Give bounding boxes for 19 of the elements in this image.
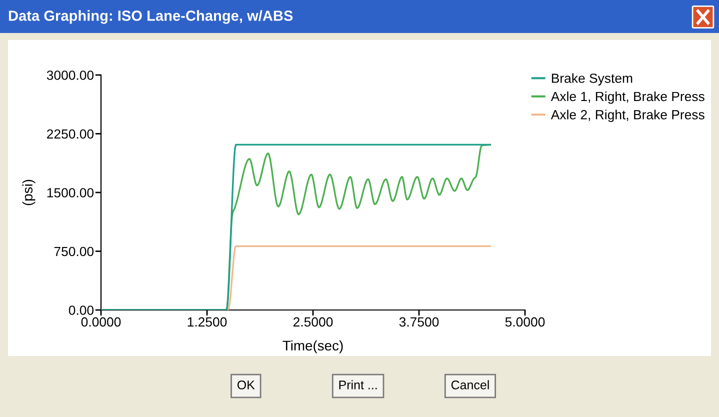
x-tick-label: 0.0000 (81, 317, 121, 327)
chart-title: Data Graphing: ISO Lane-Change, w/ABS (8, 10, 293, 24)
y-tick-label: 750.00 (54, 246, 94, 256)
text: OK (237, 380, 255, 390)
y-tick-label: 1500.00 (47, 188, 94, 198)
text: Print ... (339, 380, 377, 390)
legend-label: Brake System (552, 73, 632, 86)
text: Cancel (451, 380, 489, 390)
x-tick-label: 1.2500 (188, 317, 227, 327)
legend-label: Axle 2, Right, Brake Press (550, 110, 704, 122)
y-axis-title: (psi) (22, 180, 36, 206)
x-tick-label: 3.7500 (399, 317, 439, 327)
y-tick-label: 0.00 (68, 306, 94, 315)
y-tick-label: 3000.00 (46, 70, 94, 80)
y-tick-label: 2250.00 (47, 129, 94, 139)
x-axis-title: Time(sec) (282, 340, 343, 354)
legend-label: Axle 1, Right, Brake Press (550, 91, 704, 104)
x-tick-label: 5.0000 (505, 317, 545, 327)
x-tick-label: 2.5000 (293, 317, 333, 327)
